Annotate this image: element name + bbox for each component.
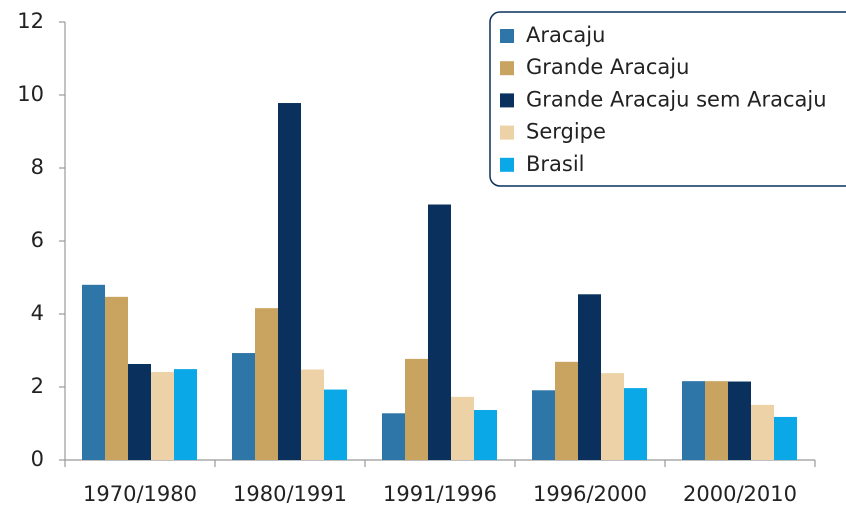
bar — [682, 381, 705, 460]
legend-swatch — [500, 157, 514, 172]
y-tick-label: 0 — [31, 447, 44, 471]
legend-swatch — [500, 125, 514, 140]
bar — [382, 413, 405, 460]
legend-label: Grande Aracaju — [526, 55, 689, 79]
legend-box — [489, 11, 846, 187]
x-tick-label: 2000/2010 — [683, 482, 797, 505]
x-tick-label: 1996/2000 — [533, 482, 647, 505]
bar — [174, 369, 197, 460]
legend-swatch — [500, 93, 514, 108]
bar — [151, 372, 174, 460]
y-tick-label: 6 — [31, 228, 44, 252]
legend-label: Grande Aracaju sem Aracaju — [526, 87, 827, 111]
bar — [728, 381, 751, 460]
x-tick-label: 1970/1980 — [83, 482, 197, 505]
bar — [82, 284, 105, 460]
bar — [405, 358, 428, 460]
bar — [555, 361, 578, 460]
legend-swatch — [500, 61, 514, 76]
y-tick-label: 10 — [17, 82, 44, 106]
bar — [578, 294, 601, 460]
y-tick-label: 12 — [17, 9, 44, 33]
bar — [105, 296, 128, 460]
x-tick-label: 1980/1991 — [233, 482, 347, 505]
legend-label: Aracaju — [526, 23, 605, 47]
y-tick-label: 8 — [31, 155, 44, 179]
bar — [705, 381, 728, 460]
bar — [278, 103, 301, 460]
bar — [774, 416, 797, 460]
bar — [428, 204, 451, 460]
y-tick-label: 2 — [31, 374, 44, 398]
bar — [301, 369, 324, 460]
bar — [232, 353, 255, 460]
bar — [324, 389, 347, 460]
bar — [451, 396, 474, 460]
legend-label: Brasil — [526, 152, 585, 176]
bar — [255, 308, 278, 460]
bar — [624, 388, 647, 460]
x-tick-label: 1991/1996 — [383, 482, 497, 505]
bar — [474, 409, 497, 460]
y-tick-label: 4 — [31, 301, 44, 325]
bar — [601, 373, 624, 460]
legend-label: Sergipe — [526, 120, 606, 144]
bar — [128, 364, 151, 460]
bar — [532, 390, 555, 460]
bar — [751, 404, 774, 460]
legend-swatch — [500, 29, 514, 43]
